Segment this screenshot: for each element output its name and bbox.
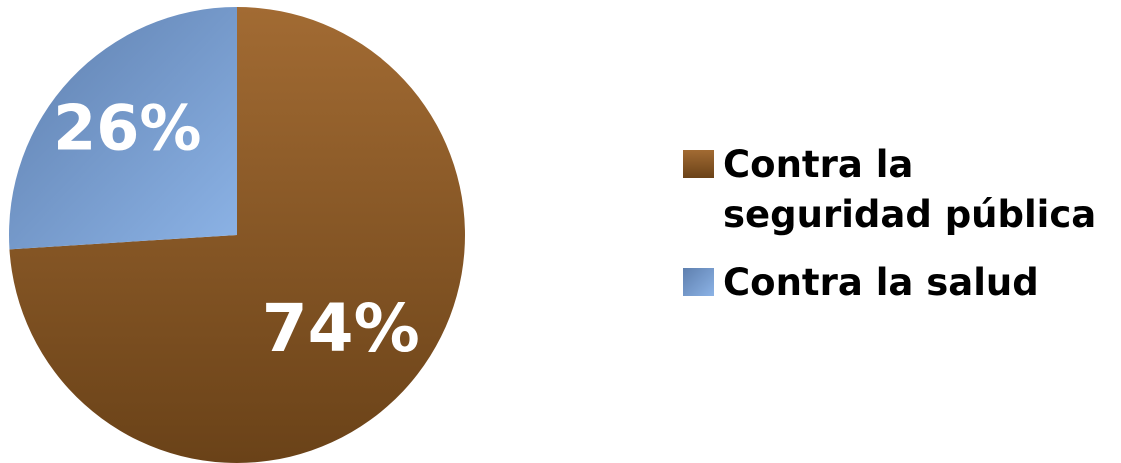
legend-swatch-salud <box>683 268 714 296</box>
pie-slices <box>8 7 465 463</box>
data-label-salud: 26% <box>53 91 201 164</box>
legend-swatch-seguridad <box>683 150 714 178</box>
pie-slice-seguridad <box>9 7 465 463</box>
legend: Contra la seguridad pública Contra la sa… <box>683 140 1113 326</box>
pie-plot-area: 74% 26% <box>8 7 465 463</box>
pie-data-labels: 74% 26% <box>53 91 420 367</box>
legend-item-salud: Contra la salud <box>683 258 1113 308</box>
legend-label-seguridad: Contra la seguridad pública <box>723 143 1097 236</box>
legend-label-salud: Contra la salud <box>723 261 1039 304</box>
pie-slice-salud <box>8 7 237 250</box>
data-label-seguridad: 74% <box>262 290 420 367</box>
legend-item-seguridad: Contra la seguridad pública <box>683 140 1113 240</box>
